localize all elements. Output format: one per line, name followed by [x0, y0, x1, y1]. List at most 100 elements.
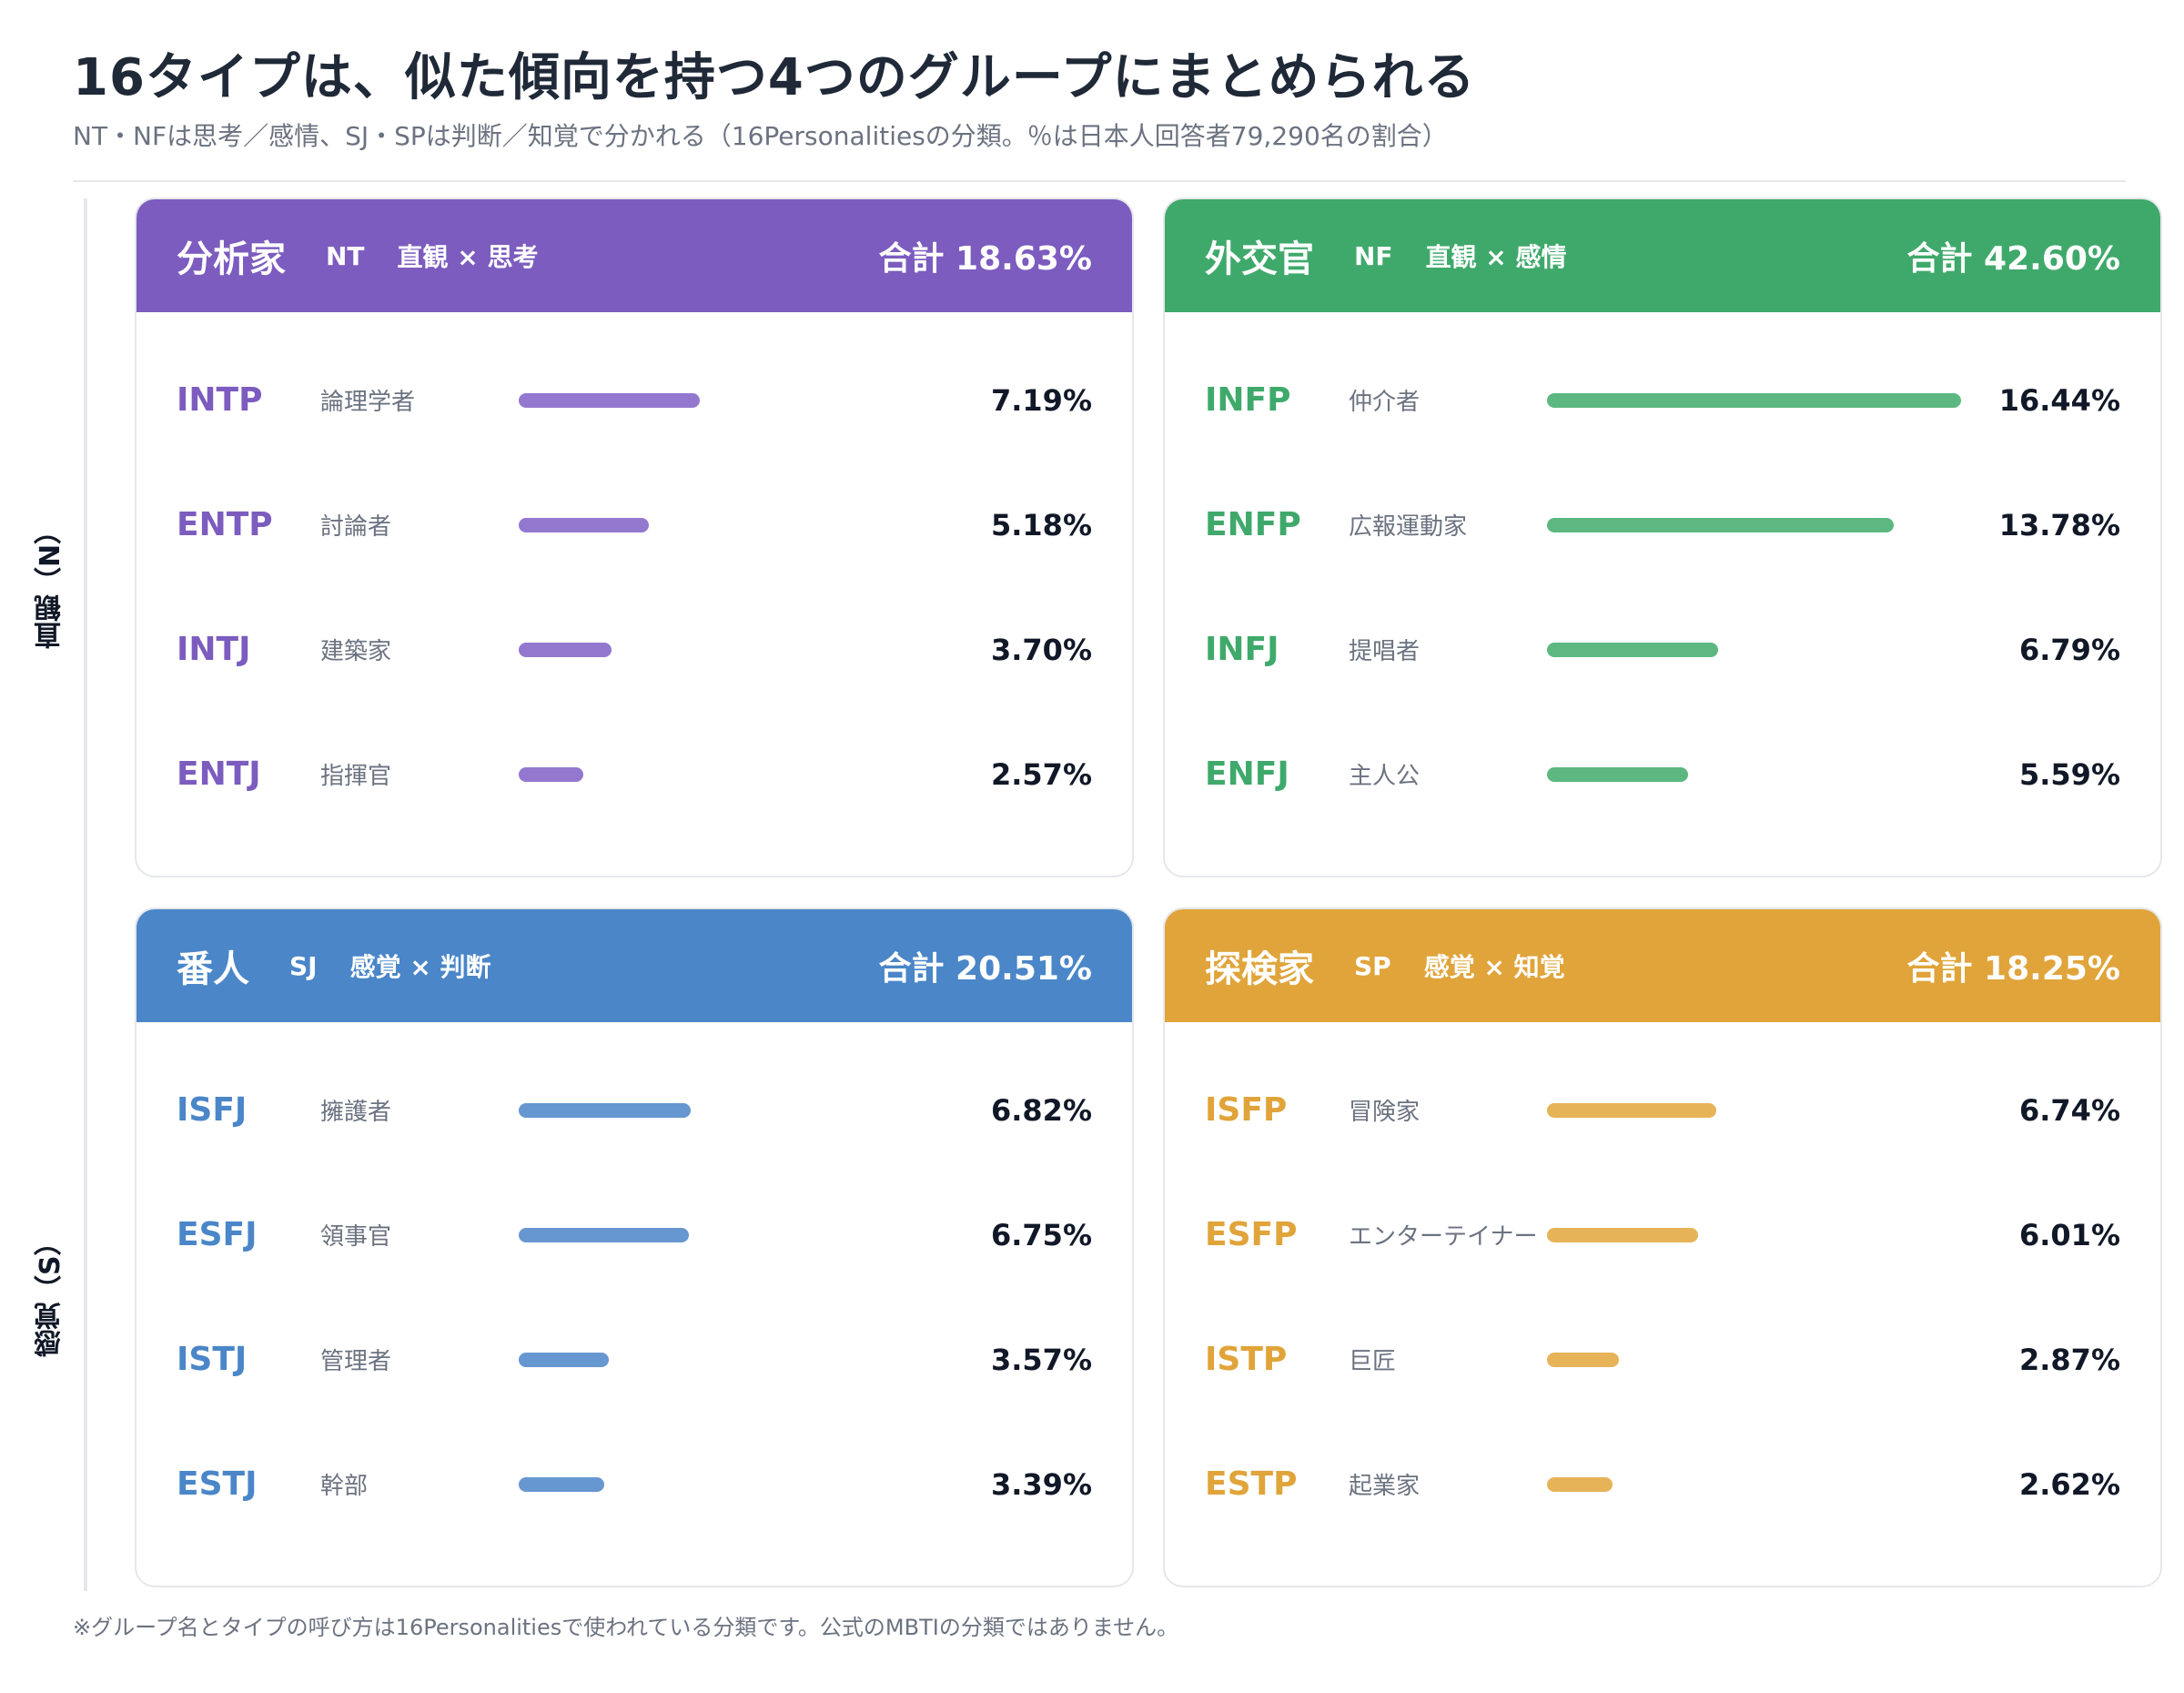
bar-istj	[519, 1352, 609, 1367]
type-name: 巨匠	[1349, 1348, 1397, 1375]
bar-enfp	[1547, 517, 1894, 532]
bar-intj	[519, 642, 612, 657]
group-total: 合計 18.63%	[878, 240, 1092, 278]
type-row-estp: ESTP 起業家 2.62%	[1165, 1422, 2160, 1546]
group-card-nt: 分析家 NT 直観 × 思考 合計 18.63% INTP 論理学者 7.19% ENTP 討論…	[135, 198, 1134, 877]
type-name: 主人公	[1349, 763, 1421, 790]
percent-label: 3.70%	[990, 632, 1092, 667]
type-name: エンターテイナー	[1349, 1223, 1538, 1251]
group-total: 合計 42.60%	[1906, 240, 2120, 278]
type-code: ESTJ	[177, 1465, 258, 1503]
type-code: ESFP	[1205, 1216, 1298, 1253]
title-divider	[73, 180, 2126, 182]
axis-label-sensing: 感覚（S）	[35, 1228, 66, 1357]
type-name: 領事官	[320, 1223, 392, 1251]
bar-track	[519, 1227, 946, 1242]
type-code: ENTJ	[177, 755, 261, 793]
type-code: ENTP	[177, 506, 273, 543]
type-row-esfj: ESFJ 領事官 6.75%	[136, 1172, 1132, 1297]
group-code: NT	[326, 240, 365, 271]
bar-esfp	[1547, 1227, 1698, 1242]
percent-label: 6.74%	[2018, 1092, 2120, 1128]
type-code: ISTP	[1205, 1341, 1288, 1378]
group-code: SJ	[289, 950, 318, 981]
type-list: ISFP 冒険家 6.74% ESFP エンターテイナー 6.01% ISTP 巨匠 2.87%…	[1165, 1022, 2160, 1546]
type-name: 冒険家	[1349, 1099, 1421, 1126]
group-card-sp: 探検家 SP 感覚 × 知覚 合計 18.25% ISFP 冒険家 6.74% ESFP エンタ…	[1163, 907, 2162, 1587]
type-row-istp: ISTP 巨匠 2.87%	[1165, 1297, 2160, 1422]
group-axis-label: 感覚 × 判断	[349, 952, 491, 982]
bar-track	[519, 1102, 946, 1118]
bar-track	[519, 1476, 946, 1492]
type-name: 幹部	[320, 1473, 369, 1500]
percent-label: 2.62%	[2018, 1466, 2120, 1502]
bar-track	[1547, 766, 1975, 782]
group-axis-label: 感覚 × 知覚	[1423, 952, 1565, 982]
percent-label: 16.44%	[1998, 382, 2120, 418]
percent-label: 5.18%	[990, 507, 1092, 542]
type-row-enfj: ENFJ 主人公 5.59%	[1165, 712, 2160, 836]
bar-entj	[519, 766, 583, 782]
type-name: 建築家	[320, 638, 392, 665]
bar-intp	[519, 392, 700, 408]
page-title: 16タイプは、似た傾向を持つ4つのグループにまとめられる	[73, 48, 1476, 107]
bar-track	[519, 642, 946, 657]
group-name: 分析家	[177, 238, 286, 280]
percent-label: 2.57%	[990, 756, 1092, 792]
type-list: ISFJ 擁護者 6.82% ESFJ 領事官 6.75% ISTJ 管理者 3.57% ESTJ…	[136, 1022, 1132, 1546]
group-card-nf: 外交官 NF 直観 × 感情 合計 42.60% INFP 仲介者 16.44% ENFP 広報…	[1163, 198, 2162, 877]
type-row-isfp: ISFP 冒険家 6.74%	[1165, 1048, 2160, 1172]
type-code: INFP	[1205, 381, 1291, 419]
type-name: 広報運動家	[1349, 513, 1468, 541]
bar-track	[1547, 1102, 1975, 1118]
group-axis-label: 直観 × 感情	[1425, 242, 1567, 272]
type-row-intj: INTJ 建築家 3.70%	[136, 587, 1132, 712]
vertical-axis-line	[84, 198, 87, 1591]
bar-istp	[1547, 1352, 1619, 1367]
bar-infp	[1547, 392, 1961, 408]
bar-track	[1547, 1476, 1975, 1492]
group-header: 番人 SJ 感覚 × 判断 合計 20.51%	[136, 909, 1132, 1022]
bar-isfp	[1547, 1102, 1716, 1118]
type-name: 起業家	[1349, 1473, 1421, 1500]
type-name: 論理学者	[320, 389, 416, 416]
group-card-sj: 番人 SJ 感覚 × 判断 合計 20.51% ISFJ 擁護者 6.82% ESFJ 領事官 6…	[135, 907, 1134, 1587]
percent-label: 13.78%	[1998, 507, 2120, 542]
bar-estj	[519, 1476, 604, 1492]
type-code: INTJ	[177, 631, 251, 668]
type-name: 指揮官	[320, 763, 392, 790]
type-list: INTP 論理学者 7.19% ENTP 討論者 5.18% INTJ 建築家 3.70% ENT…	[136, 312, 1132, 836]
type-name: 提唱者	[1349, 638, 1421, 665]
bar-track	[1547, 1352, 1975, 1367]
footnote: ※グループ名とタイプの呼び方は16Personalitiesで使われている分類で…	[73, 1615, 1179, 1640]
type-row-entp: ENTP 討論者 5.18%	[136, 462, 1132, 587]
percent-label: 6.01%	[2018, 1217, 2120, 1252]
group-name: 探検家	[1205, 948, 1314, 990]
bar-isfj	[519, 1102, 691, 1118]
percent-label: 5.59%	[2018, 756, 2120, 792]
type-code: ESTP	[1205, 1465, 1298, 1503]
percent-label: 7.19%	[990, 382, 1092, 418]
type-code: ISTJ	[177, 1341, 248, 1378]
type-row-infp: INFP 仲介者 16.44%	[1165, 338, 2160, 462]
type-row-estj: ESTJ 幹部 3.39%	[136, 1422, 1132, 1546]
type-row-isfj: ISFJ 擁護者 6.82%	[136, 1048, 1132, 1172]
percent-label: 3.57%	[990, 1342, 1092, 1377]
type-code: INFJ	[1205, 631, 1279, 668]
bar-track	[1547, 517, 1975, 532]
bar-track	[1547, 642, 1975, 657]
type-name: 仲介者	[1349, 389, 1421, 416]
bar-esfj	[519, 1227, 689, 1242]
percent-label: 6.75%	[990, 1217, 1092, 1252]
type-row-enfp: ENFP 広報運動家 13.78%	[1165, 462, 2160, 587]
type-code: INTP	[177, 381, 263, 419]
type-row-esfp: ESFP エンターテイナー 6.01%	[1165, 1172, 2160, 1297]
group-header: 分析家 NT 直観 × 思考 合計 18.63%	[136, 199, 1132, 312]
bar-track	[519, 1352, 946, 1367]
percent-label: 6.82%	[990, 1092, 1092, 1128]
type-code: ENFP	[1205, 506, 1301, 543]
type-code: ESFJ	[177, 1216, 258, 1253]
bar-track	[1547, 392, 1975, 408]
type-row-istj: ISTJ 管理者 3.57%	[136, 1297, 1132, 1422]
group-code: NF	[1354, 240, 1393, 271]
